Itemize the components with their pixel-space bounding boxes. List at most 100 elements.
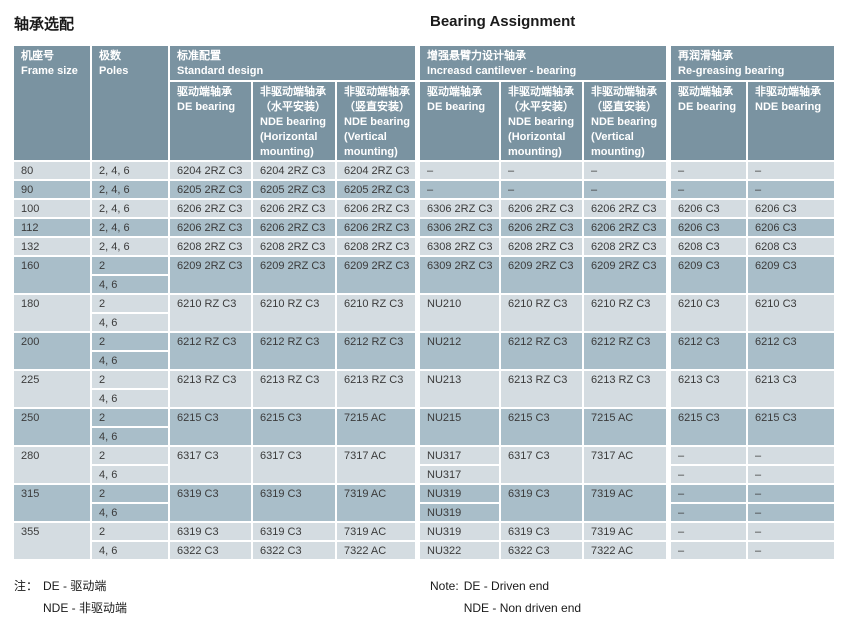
bearing-cell: 6204 2RZ C3: [337, 162, 418, 181]
bearing-cell: 6319 C3: [170, 485, 253, 523]
bearing-cell: NU319: [417, 523, 502, 542]
bearing-cell: –: [748, 523, 837, 542]
bearing-cell: 6213 C3: [668, 371, 749, 409]
bearing-cell: NU319: [417, 504, 502, 523]
bearing-cell: –: [668, 466, 749, 485]
bearing-cell: 6206 C3: [668, 219, 749, 238]
bearing-cell: –: [748, 542, 837, 561]
poles-cell: 4, 6: [92, 276, 170, 295]
bearing-cell: NU319: [417, 485, 502, 504]
frame-size-cell: 160: [14, 257, 92, 295]
bearing-cell: 7322 AC: [337, 542, 418, 561]
poles-cell: 2, 4, 6: [92, 181, 170, 200]
table-row-frame-160-2: 4, 6: [14, 276, 836, 295]
table-row-frame-100: 100 2, 4, 6 6206 2RZ C3 6206 2RZ C3 6206 2RZ…: [14, 200, 837, 219]
bearing-cell: NU210: [417, 295, 502, 333]
bearing-cell: 7317 AC: [337, 447, 418, 485]
poles-cell: 2: [92, 409, 170, 428]
page-title-en: Bearing Assignment: [430, 13, 576, 30]
header-poles: 极数 Poles: [92, 46, 170, 162]
header-group-row: 机座号 Frame size 极数 Poles 标准配置 Standard de…: [14, 46, 837, 162]
note-zh: 注： DE - 驱动端 NDE - 非驱动端: [14, 575, 127, 619]
bearing-cell: 6309 2RZ C3: [417, 257, 502, 295]
frame-size-cell: 180: [14, 295, 92, 333]
bearing-cell: 6215 C3: [501, 409, 585, 447]
poles-cell: 4, 6: [92, 390, 170, 409]
bearing-cell: 6209 C3: [748, 257, 837, 295]
note-en-nde: NDE - Non driven end: [463, 601, 582, 615]
note-en-de: DE - Driven end: [463, 579, 550, 593]
bearing-cell: 6317 C3: [253, 447, 337, 485]
bearing-cell: 7319 AC: [584, 523, 669, 542]
table-row-frame-225-1: 225 2 6213 RZ C3 6213 RZ C3 6213 RZ C3 NU213 6…: [14, 371, 837, 409]
bearing-cell: 6212 RZ C3: [337, 333, 418, 371]
bearing-cell: 6208 2RZ C3: [170, 238, 253, 257]
bearing-cell: NU317: [417, 466, 502, 485]
bearing-assignment-table: 机座号 Frame size 极数 Poles 标准配置 Standard de…: [14, 46, 837, 561]
note-zh-label: 注：: [14, 579, 39, 593]
bearing-cell: –: [668, 447, 749, 466]
frame-size-cell: 80: [14, 162, 92, 181]
bearing-cell: –: [748, 162, 837, 181]
bearing-cell: 6212 C3: [668, 333, 749, 371]
frame-size-cell: 315: [14, 485, 92, 523]
bearing-cell: 6206 2RZ C3: [253, 200, 337, 219]
bearing-cell: 6322 C3: [170, 542, 253, 561]
header-std-nde-horizontal: 非驱动端轴承 （水平安装） NDE bearing (Horizontal mo…: [253, 82, 337, 162]
bearing-cell: 6208 2RZ C3: [253, 238, 337, 257]
header-cant-nde-horizontal: 非驱动端轴承 （水平安装） NDE bearing (Horizontal mo…: [501, 82, 585, 162]
table-row-frame-180-1: 180 2 6210 RZ C3 6210 RZ C3 6210 RZ C3 NU210 6…: [14, 295, 837, 333]
bearing-cell: 7319 AC: [337, 523, 418, 542]
bearing-cell: 6215 C3: [253, 409, 337, 447]
bearing-cell: 6206 C3: [748, 219, 837, 238]
bearing-cell: 6212 C3: [748, 333, 837, 371]
bearing-cell: 6213 RZ C3: [501, 371, 585, 409]
table-header: 机座号 Frame size 极数 Poles 标准配置 Standard de…: [14, 46, 837, 162]
bearing-cell: 6308 2RZ C3: [417, 238, 502, 257]
poles-cell: 2, 4, 6: [92, 162, 170, 181]
header-regrease-de-bearing: 驱动端轴承 DE bearing: [668, 82, 749, 162]
bearing-cell: 6210 RZ C3: [170, 295, 253, 333]
table-row-frame-180-2: 4, 6: [14, 314, 836, 333]
bearing-cell: 6317 C3: [501, 447, 585, 485]
header-cant-de-bearing: 驱动端轴承 DE bearing: [417, 82, 502, 162]
bearing-cell: –: [668, 523, 749, 542]
bearing-cell: –: [748, 485, 837, 504]
bearing-cell: 6212 RZ C3: [501, 333, 585, 371]
note-zh-de: DE - 驱动端: [43, 579, 107, 593]
bearing-cell: 6317 C3: [170, 447, 253, 485]
header-std-nde-vertical: 非驱动端轴承 （竖直安装） NDE bearing (Vertical moun…: [337, 82, 418, 162]
table-row-frame-200-1: 200 2 6212 RZ C3 6212 RZ C3 6212 RZ C3 NU212 6…: [14, 333, 837, 371]
poles-cell: 2: [92, 485, 170, 504]
bearing-cell: 6206 2RZ C3: [501, 200, 585, 219]
header-sub-row: 驱动端轴承 DE bearing 非驱动端轴承 （水平安装） NDE beari…: [14, 82, 837, 162]
header-group-standard-design: 标准配置 Standard design: [170, 46, 418, 82]
note-zh-nde: NDE - 非驱动端: [43, 601, 128, 615]
bearing-cell: 6322 C3: [253, 542, 337, 561]
bearing-cell: 6212 RZ C3: [584, 333, 669, 371]
bearing-cell: 6319 C3: [501, 523, 585, 542]
bearing-cell: 6206 2RZ C3: [584, 219, 669, 238]
table-row-frame-200-2: 4, 6: [14, 352, 836, 371]
bearing-cell: 6215 C3: [170, 409, 253, 447]
bearing-cell: 6213 RZ C3: [584, 371, 669, 409]
bearing-cell: 6205 2RZ C3: [170, 181, 253, 200]
table-row-frame-80: 80 2, 4, 6 6204 2RZ C3 6204 2RZ C3 6204 2RZ …: [14, 162, 837, 181]
bearing-cell: 6319 C3: [253, 485, 337, 523]
bearing-cell: 7319 AC: [337, 485, 418, 523]
bearing-cell: 6205 2RZ C3: [253, 181, 337, 200]
bearing-cell: 6213 RZ C3: [170, 371, 253, 409]
bearing-cell: 7215 AC: [584, 409, 669, 447]
bearing-cell: –: [501, 181, 585, 200]
bearing-cell: 6206 C3: [668, 200, 749, 219]
frame-size-cell: 225: [14, 371, 92, 409]
poles-cell: 2, 4, 6: [92, 238, 170, 257]
bearing-cell: 6206 2RZ C3: [170, 219, 253, 238]
bearing-cell: 6306 2RZ C3: [417, 200, 502, 219]
bearing-cell: 6213 C3: [748, 371, 837, 409]
poles-cell: 4, 6: [92, 428, 170, 447]
bearing-cell: 6209 2RZ C3: [337, 257, 418, 295]
bearing-cell: 6206 2RZ C3: [501, 219, 585, 238]
bearing-cell: 6206 2RZ C3: [170, 200, 253, 219]
bearing-cell: 6210 C3: [668, 295, 749, 333]
